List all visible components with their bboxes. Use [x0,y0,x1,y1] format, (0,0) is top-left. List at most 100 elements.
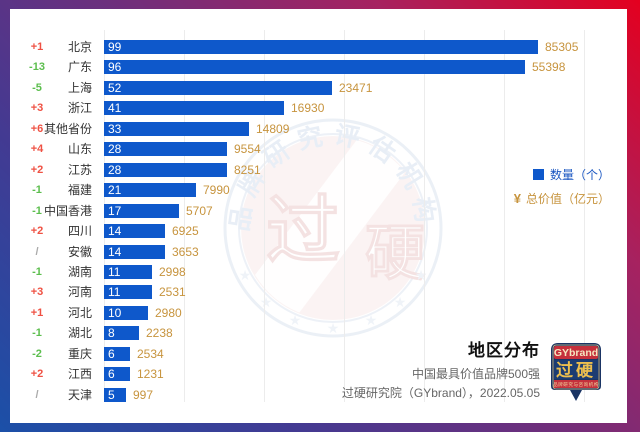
gridline [344,30,345,402]
total-value-label: 5707 [186,203,213,218]
logo-name-text: 过硬 [556,361,596,380]
logo-brand-text: GYbrand [554,347,598,359]
region-label: 江苏 [67,162,92,177]
count-value: 11 [108,285,121,300]
total-value-label: 85305 [545,40,579,54]
count-value: 17 [108,203,122,218]
count-bar: 14 [104,244,165,259]
region-label: 四川 [67,224,92,239]
rank-change-label: -1 [32,265,42,278]
table-row: +3 河南 11 2531 [10,282,627,302]
legend-value: ¥ 总价值（亿元） [514,190,610,207]
count-value: 14 [108,224,122,239]
table-row: / 安徽 14 3653 [10,242,627,262]
svg-text:★: ★ [365,312,378,328]
seal-slash [242,137,424,319]
table-row: +2 江西 6 1231 [10,364,627,384]
svg-text:★: ★ [239,267,252,283]
count-bar: 21 [104,183,196,198]
rank-change-label: +1 [30,306,44,319]
count-value: 14 [108,244,122,259]
count-value: 21 [108,183,122,198]
count-value: 28 [108,142,122,157]
table-row: +2 江苏 28 8251 [10,160,627,180]
table-row: +2 四川 14 6925 [10,221,627,241]
table-row: -1 中国香港 17 5707 [10,201,627,221]
gridline [184,30,185,402]
count-value: 41 [108,101,122,116]
count-value: 52 [108,80,122,95]
total-value-label: 14809 [256,121,290,136]
rank-change-label: / [35,388,39,401]
gybrand-logo: GYbrand 过硬 品牌研究与咨询机构 [551,343,601,401]
count-value: 11 [108,264,121,279]
total-value-label: 3653 [172,244,199,259]
logo-bottom-band [554,380,598,388]
total-value-label: 6925 [172,224,199,239]
seal-inner-ring [238,133,428,323]
legend-count-label: 数量（个） [549,168,610,182]
count-bar: 28 [104,142,227,157]
count-bar: 11 [104,285,152,300]
total-value-label: 7990 [203,183,230,198]
count-value: 99 [108,40,122,54]
total-value-label: 2531 [159,285,186,300]
gridline [584,30,585,402]
region-label: 北京 [67,40,92,54]
count-bar: 28 [104,162,227,177]
region-label: 安徽 [67,244,92,259]
seal-disc [241,136,425,320]
total-value-label: 2998 [159,264,186,279]
region-label: 福建 [67,183,92,198]
gridline [264,30,265,402]
gridline [424,30,425,402]
table-row: -1 湖北 8 2238 [10,323,627,343]
count-value: 6 [108,367,115,382]
rank-change-label: +1 [30,41,44,53]
logo-mid-band [554,360,598,379]
table-row: -5 上海 52 23471 [10,78,627,98]
count-bar: 6 [104,367,130,382]
seal-char2: 硬 [365,220,426,287]
count-bar: 6 [104,346,130,361]
rank-change-label: / [35,245,39,258]
region-label: 湖南 [67,264,92,279]
rank-change-label: +6 [30,122,44,135]
legend-value-label: 总价值（亿元） [525,192,610,206]
region-label: 中国香港 [43,203,92,218]
region-label: 上海 [67,80,92,95]
region-label: 广东 [67,60,92,75]
total-value-label: 23471 [339,80,373,95]
rank-change-label: -2 [32,347,42,360]
count-value: 33 [108,121,122,136]
rank-change-label: +2 [30,163,44,176]
seal-outer-ring [223,118,443,338]
region-label: 河北 [67,305,92,320]
table-row: +6 其他省份 33 14809 [10,119,627,139]
region-label: 其他省份 [43,121,92,136]
rank-change-label: -1 [32,327,42,340]
logo-top-band [554,346,598,359]
region-label: 天津 [67,387,92,402]
svg-text:★: ★ [289,312,302,328]
rank-change-label: +3 [30,102,44,115]
rank-change-label: -13 [29,61,45,74]
total-value-label: 2980 [155,305,182,320]
svg-text:★: ★ [260,294,273,310]
count-value: 6 [108,346,115,361]
total-value-label: 55398 [532,60,566,75]
logo-gold-outline [552,344,600,390]
count-value: 10 [108,305,122,320]
table-row: +4 山东 28 9554 [10,139,627,159]
count-bar: 11 [104,264,152,279]
total-value-label: 2238 [146,326,173,341]
subtitle-source-date: 过硬研究院（GYbrand），2022.05.05 [341,386,540,400]
count-bar: 33 [104,121,249,136]
rank-change-label: +4 [30,143,44,156]
table-row: +1 河北 10 2980 [10,303,627,323]
table-row: / 天津 5 997 [10,385,627,405]
seal-char1: 过 [266,189,340,272]
region-label: 湖北 [67,326,92,341]
count-bar: 5 [104,387,126,402]
count-bar: 96 [104,60,525,75]
